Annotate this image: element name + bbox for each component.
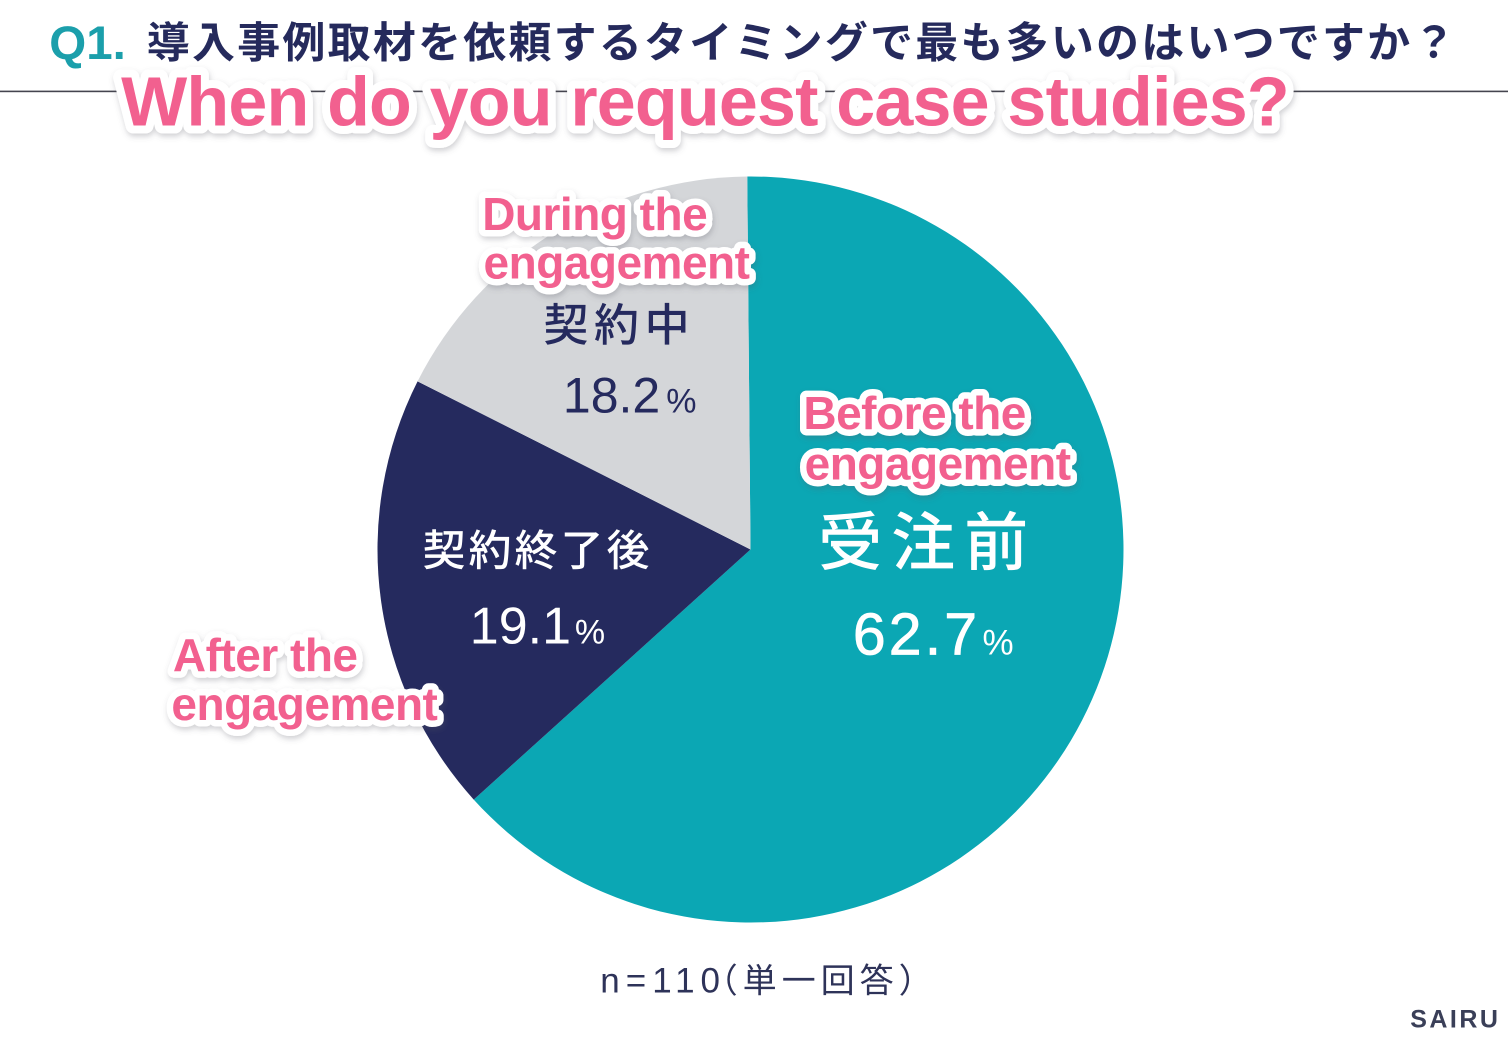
svg-text:After the: After the xyxy=(173,629,358,681)
svg-text:engagement: engagement xyxy=(805,437,1071,489)
svg-text:%: % xyxy=(575,614,605,652)
svg-text:engagement: engagement xyxy=(171,678,437,730)
svg-text:19.1: 19.1 xyxy=(470,598,571,656)
svg-text:During the: During the xyxy=(482,188,707,240)
svg-text:SAIRU: SAIRU xyxy=(1410,1006,1500,1034)
svg-text:n=110: n=110 xyxy=(600,962,726,1001)
svg-text:During the: During the xyxy=(482,188,707,240)
svg-text:Before the: Before the xyxy=(803,387,1025,439)
svg-text:%: % xyxy=(666,383,696,421)
svg-text:engagement: engagement xyxy=(484,237,750,289)
svg-text:When do you request case studi: When do you request case studies? xyxy=(121,63,1289,141)
svg-text:Before the: Before the xyxy=(803,387,1025,439)
svg-text:18.2: 18.2 xyxy=(563,368,660,424)
svg-text:engagement: engagement xyxy=(171,678,437,730)
svg-text:62.7: 62.7 xyxy=(853,602,980,668)
svg-text:engagement: engagement xyxy=(484,237,750,289)
svg-text:%: % xyxy=(983,624,1014,663)
svg-text:Q1.: Q1. xyxy=(49,17,126,70)
svg-text:engagement: engagement xyxy=(805,437,1071,489)
svg-text:After the: After the xyxy=(173,629,358,681)
